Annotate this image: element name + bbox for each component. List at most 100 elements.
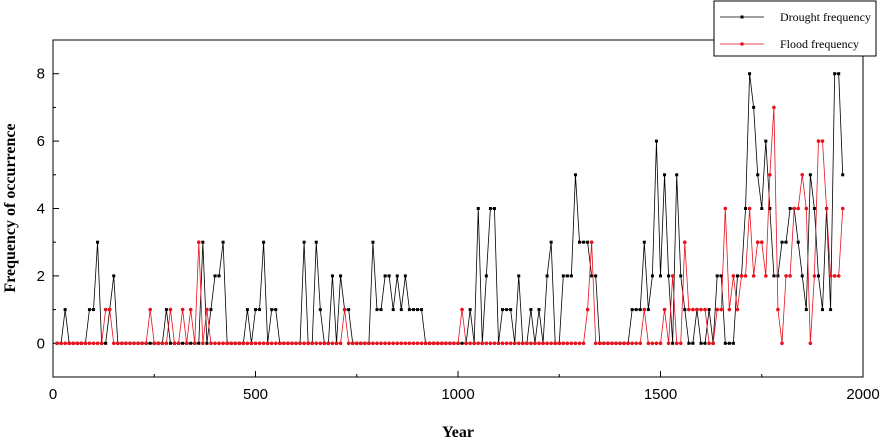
data-point-flood	[221, 341, 225, 346]
data-point-drought	[391, 308, 395, 312]
data-point-drought	[416, 308, 419, 312]
data-point-drought	[87, 308, 91, 312]
data-point-drought	[302, 240, 306, 244]
data-point-flood	[496, 341, 501, 346]
data-point-drought	[164, 308, 168, 312]
data-point-flood	[589, 240, 594, 244]
data-point-drought	[731, 341, 735, 345]
data-point-drought	[630, 308, 634, 312]
data-point-drought	[197, 341, 201, 345]
data-point-flood	[796, 206, 800, 211]
data-point-flood	[391, 341, 396, 346]
data-point-drought	[181, 341, 185, 345]
data-point-drought	[517, 274, 521, 278]
data-point-flood	[375, 341, 379, 346]
data-point-flood	[387, 341, 391, 346]
data-point-drought	[582, 240, 586, 244]
data-point-drought	[407, 308, 411, 312]
data-point-flood	[136, 341, 140, 346]
data-point-drought	[634, 308, 638, 312]
data-point-drought	[411, 308, 415, 312]
data-point-flood	[670, 274, 675, 278]
data-point-flood	[120, 341, 124, 346]
data-point-drought	[569, 274, 573, 278]
data-point-flood	[310, 341, 315, 346]
data-point-drought	[274, 308, 278, 312]
data-point-flood	[678, 341, 683, 346]
data-point-flood	[593, 341, 598, 346]
data-point-flood	[350, 341, 355, 346]
data-point-drought	[96, 240, 100, 244]
data-point-drought	[768, 207, 772, 210]
data-point-flood	[545, 341, 549, 346]
data-point-flood	[824, 206, 829, 211]
data-point-drought	[816, 274, 820, 278]
data-point-flood	[784, 274, 788, 278]
y-tick-label: 0	[37, 335, 45, 352]
data-point-flood	[634, 341, 638, 346]
data-point-flood	[759, 240, 764, 244]
data-point-drought	[420, 308, 424, 312]
data-point-drought	[545, 274, 549, 278]
data-point-drought	[638, 308, 642, 312]
data-point-drought	[221, 240, 225, 244]
data-point-flood	[180, 307, 185, 312]
data-point-drought	[804, 308, 808, 312]
data-point-drought	[484, 274, 488, 278]
data-point-flood	[148, 307, 152, 312]
legend-marker-drought	[740, 15, 744, 19]
data-point-drought	[833, 72, 837, 76]
data-point-flood	[472, 341, 477, 346]
data-point-drought	[217, 274, 221, 278]
x-tick-label: 2000	[846, 386, 879, 403]
data-point-drought	[501, 308, 505, 312]
data-point-flood	[197, 240, 201, 244]
data-point-flood	[144, 341, 148, 346]
data-point-drought	[650, 274, 654, 278]
data-point-flood	[577, 341, 582, 346]
data-point-flood	[731, 274, 736, 278]
data-point-drought	[764, 139, 768, 143]
series-flood	[55, 105, 845, 346]
data-point-flood	[488, 341, 493, 346]
data-point-drought	[375, 308, 379, 312]
data-point-flood	[602, 341, 606, 346]
data-point-drought	[829, 308, 833, 312]
data-point-flood	[124, 341, 128, 346]
data-point-flood	[573, 341, 578, 346]
data-point-flood	[431, 341, 436, 346]
data-point-flood	[395, 341, 400, 346]
data-point-flood	[87, 341, 92, 346]
data-point-flood	[630, 341, 634, 346]
data-point-flood	[585, 307, 590, 312]
data-point-flood	[492, 341, 497, 346]
series-line-flood	[57, 107, 844, 344]
data-point-flood	[772, 105, 776, 110]
data-point-flood	[516, 341, 521, 346]
data-point-drought	[715, 274, 719, 278]
data-point-flood	[711, 341, 715, 346]
data-point-drought	[683, 308, 687, 312]
data-point-flood	[739, 274, 744, 278]
data-point-flood	[727, 307, 732, 312]
data-point-flood	[160, 341, 165, 346]
data-point-drought	[800, 274, 804, 278]
legend-item-drought: Drought frequency	[720, 10, 871, 24]
data-point-drought	[735, 274, 739, 278]
y-tick-label: 8	[37, 66, 45, 83]
y-tick-label: 4	[37, 201, 45, 218]
data-point-drought	[330, 274, 334, 278]
data-point-drought	[254, 308, 257, 312]
data-point-drought	[379, 308, 383, 312]
data-point-flood	[184, 341, 189, 346]
data-point-flood	[367, 341, 371, 346]
data-point-flood	[529, 341, 533, 346]
data-point-flood	[128, 341, 132, 346]
data-point-drought	[812, 207, 816, 210]
data-point-drought	[205, 341, 209, 345]
data-point-flood	[261, 341, 266, 346]
data-point-drought	[209, 308, 213, 312]
data-point-drought	[586, 240, 590, 244]
data-point-drought	[460, 341, 464, 345]
data-point-flood	[581, 341, 586, 346]
